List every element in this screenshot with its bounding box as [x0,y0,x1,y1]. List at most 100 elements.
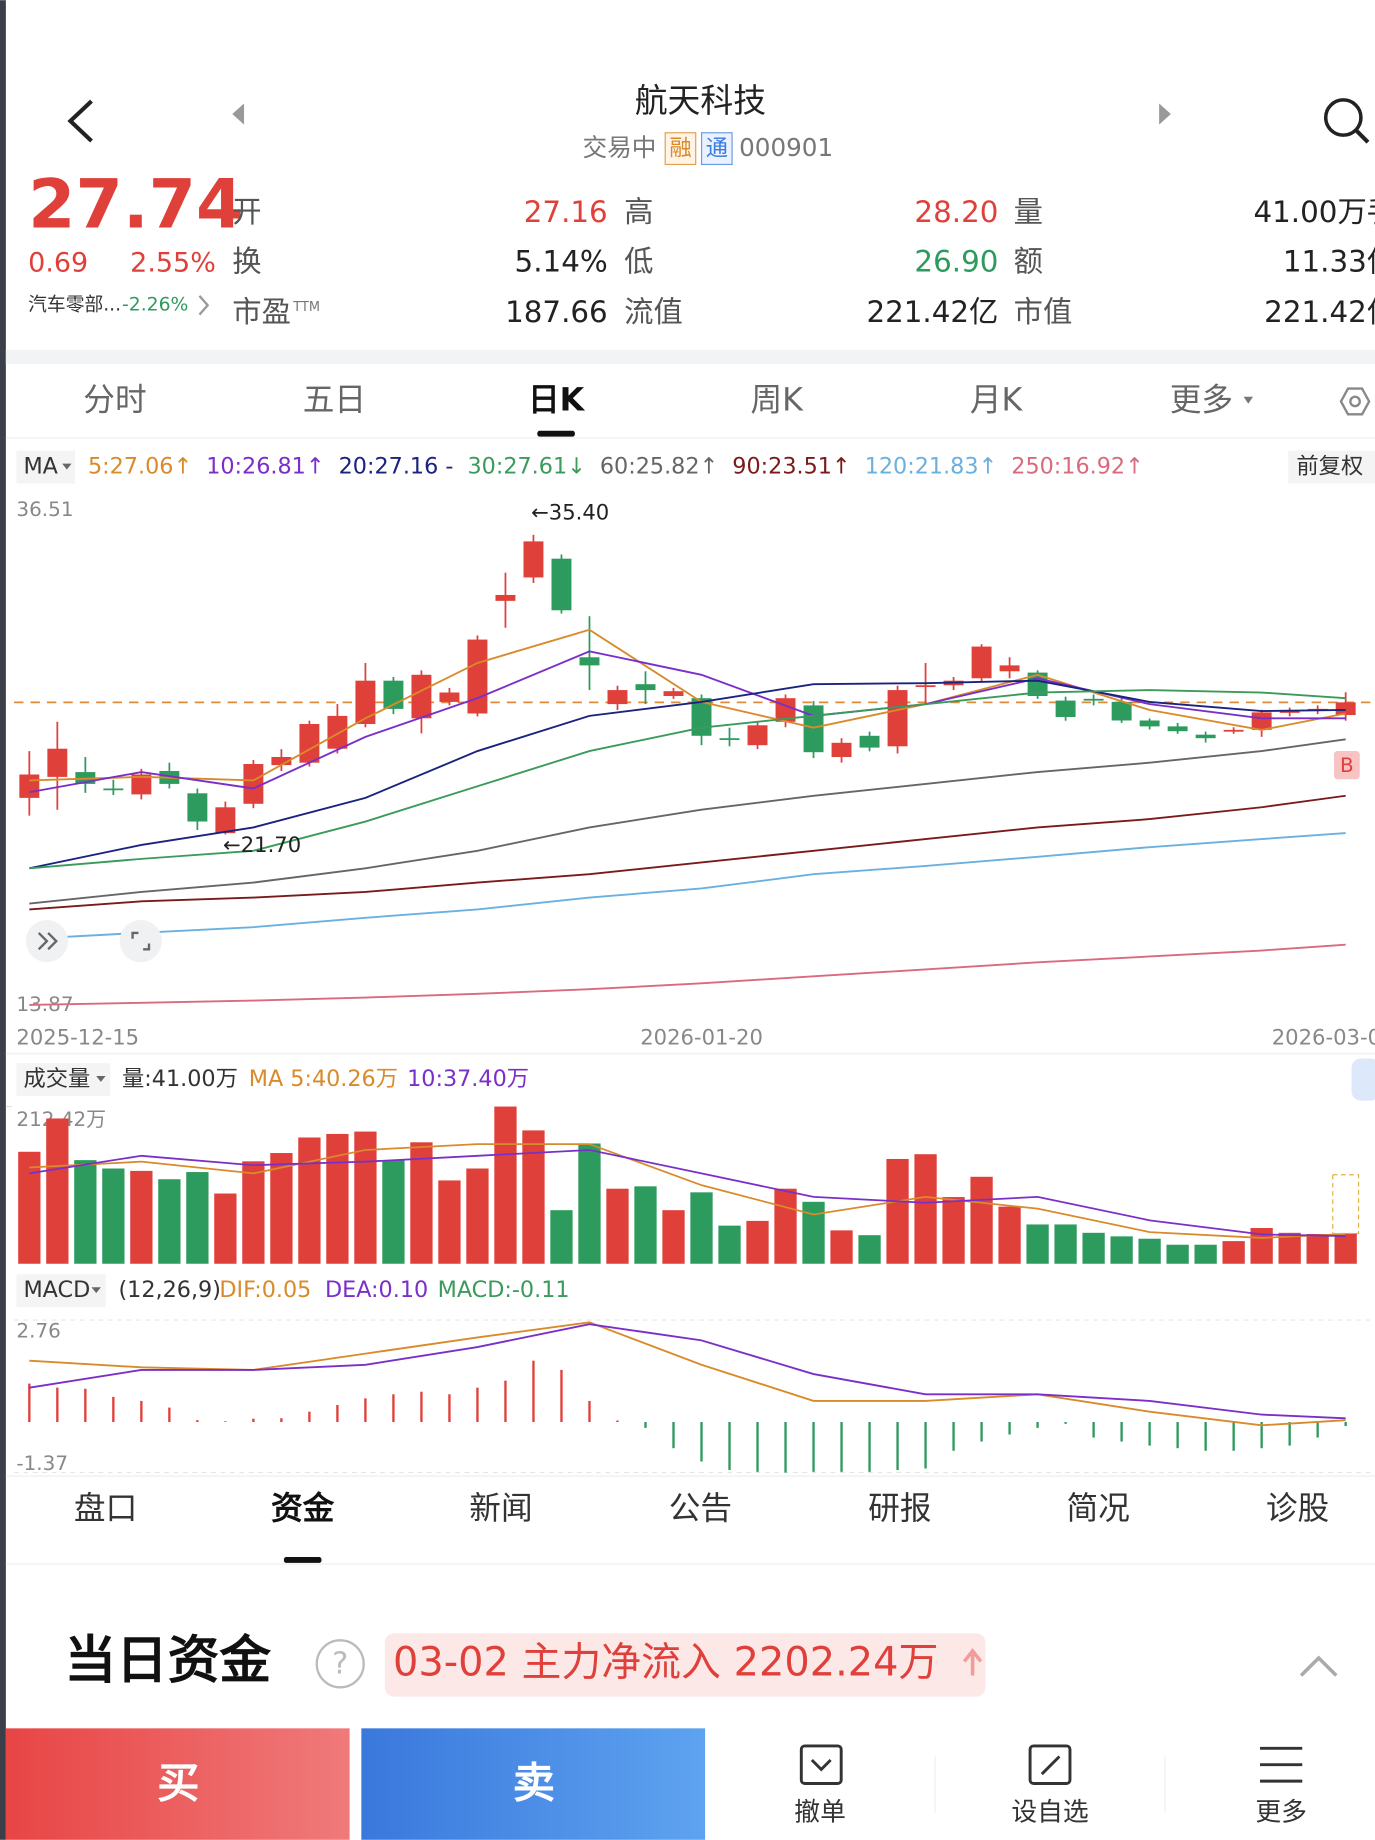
stat-label: 流值 [624,295,683,329]
ma-legend: 10:26.81↑ [206,454,324,480]
prev-stock[interactable] [232,103,245,125]
volume-bar [858,1235,881,1264]
selection-box [1332,1174,1360,1234]
next-stock[interactable] [1159,103,1171,125]
collapse-button[interactable] [1299,1655,1338,1677]
up-arrow [962,1648,983,1676]
candle-body [327,715,348,749]
volume-bar [186,1172,209,1264]
volume-bar [270,1153,293,1264]
volume-bar [242,1161,265,1264]
volume-bar [1222,1241,1245,1264]
candle-body [719,738,740,740]
dropdown-arrow [62,463,72,470]
ma-line [29,650,1346,794]
x-tick-label: 2026-01-20 [640,1024,763,1049]
ma-legend: 90:23.51↑ [732,454,850,480]
y-tick-label: 2.76 [16,1318,60,1342]
candle-body [663,691,684,696]
volume-bar [466,1168,489,1264]
stat-label: 开 [232,195,261,229]
adjust-label: 前复权 [1296,454,1363,480]
volume-bar [970,1176,993,1264]
watch-icon[interactable] [1028,1744,1072,1785]
volume-bar [746,1220,769,1264]
buy-button[interactable] [5,1728,350,1840]
period-tab[interactable]: 日K [528,382,586,418]
stat-label: 市盈 [232,295,291,329]
chart-button[interactable] [25,920,69,963]
settings-button[interactable] [1339,387,1371,416]
panel-toggle[interactable] [1351,1058,1375,1101]
candle-body [1139,720,1160,727]
ma-legend: 20:27.16 - [339,454,454,480]
ma-legend: 250:16.92↑ [1011,454,1143,480]
bottom-tab[interactable]: 简况 [1066,1491,1129,1527]
ma-line [29,679,1346,870]
more-icon[interactable] [1260,1746,1303,1783]
volume-ma10: 10:37.40万 [407,1066,529,1092]
toolbar: 撤单 设自选 更多 [794,1797,1307,1827]
stock-name: 航天科技 [635,82,766,120]
toolbar-label[interactable]: 更多 [1255,1797,1307,1827]
back-button[interactable] [67,99,93,143]
bottom-tab[interactable]: 公告 [669,1491,732,1527]
volume-bar [1306,1233,1329,1264]
volume-bar [774,1188,797,1264]
chart-button[interactable] [119,920,162,963]
period-tab[interactable]: 月K [970,382,1024,418]
candle-body [635,684,656,691]
period-tab[interactable]: 分时 [83,382,146,418]
x-tick-label: 2025-12-15 [16,1024,139,1049]
candle-body [19,774,40,798]
volume-bar [1054,1224,1077,1264]
indicator-selector[interactable] [16,1063,111,1096]
toolbar-label[interactable]: 撤单 [794,1797,846,1827]
volume-bar [550,1210,573,1264]
volume-bar [1334,1233,1357,1264]
volume-bar [494,1106,517,1264]
bottom-tab[interactable]: 盘口 [74,1491,137,1527]
dropdown-arrow [1243,396,1253,404]
candle-body [439,692,460,702]
help-icon[interactable] [315,1639,365,1689]
stat-label: 量 [1014,195,1043,229]
candle-body [299,723,320,763]
volume-bar [102,1168,125,1264]
sector-arrow[interactable] [198,295,210,316]
volume-bar [802,1201,825,1264]
toolbar-label[interactable]: 设自选 [1011,1797,1088,1827]
bottom-tab[interactable]: 新闻 [469,1491,532,1527]
separator [5,349,1375,364]
stats: 开 27.16 高 28.20 量 41.00万手换 5.14% 低 26.90 额 11.33亿市… [232,195,1375,329]
period-tab[interactable]: 周K [750,382,804,418]
volume-label: 成交量 [23,1066,90,1092]
fund-title: 当日资金 [65,1631,272,1691]
volume-bar [998,1206,1021,1264]
volume-bar [130,1170,153,1264]
bottom-tab[interactable]: 研报 [868,1491,931,1527]
tab-indicator [537,430,575,437]
low-annotation: ←21.70 [223,832,301,857]
volume-bar [1026,1224,1049,1264]
buy-label: 买 [157,1758,199,1807]
period-tab[interactable]: 五日 [303,382,366,418]
stat-label: 额 [1014,245,1043,279]
bottom-tab[interactable]: 资金 [271,1490,335,1527]
bottom-tab[interactable]: 诊股 [1266,1491,1329,1527]
stat-value: 5.14% [515,245,608,279]
cancel-icon[interactable] [799,1744,843,1785]
volume-bar [942,1197,965,1264]
volume-bar [634,1186,657,1264]
volume-bar [522,1130,545,1264]
indicator-selector[interactable] [16,1274,106,1308]
period-tab[interactable]: 更多 [1170,382,1233,418]
candle-body [1083,698,1104,701]
sell-button[interactable] [361,1728,706,1840]
volume-bar [578,1143,601,1264]
adjust-selector[interactable] [1288,450,1375,484]
macd-dif: DIF:0.05 [219,1277,311,1303]
search-button[interactable] [1323,98,1370,144]
candle-body [859,735,880,748]
